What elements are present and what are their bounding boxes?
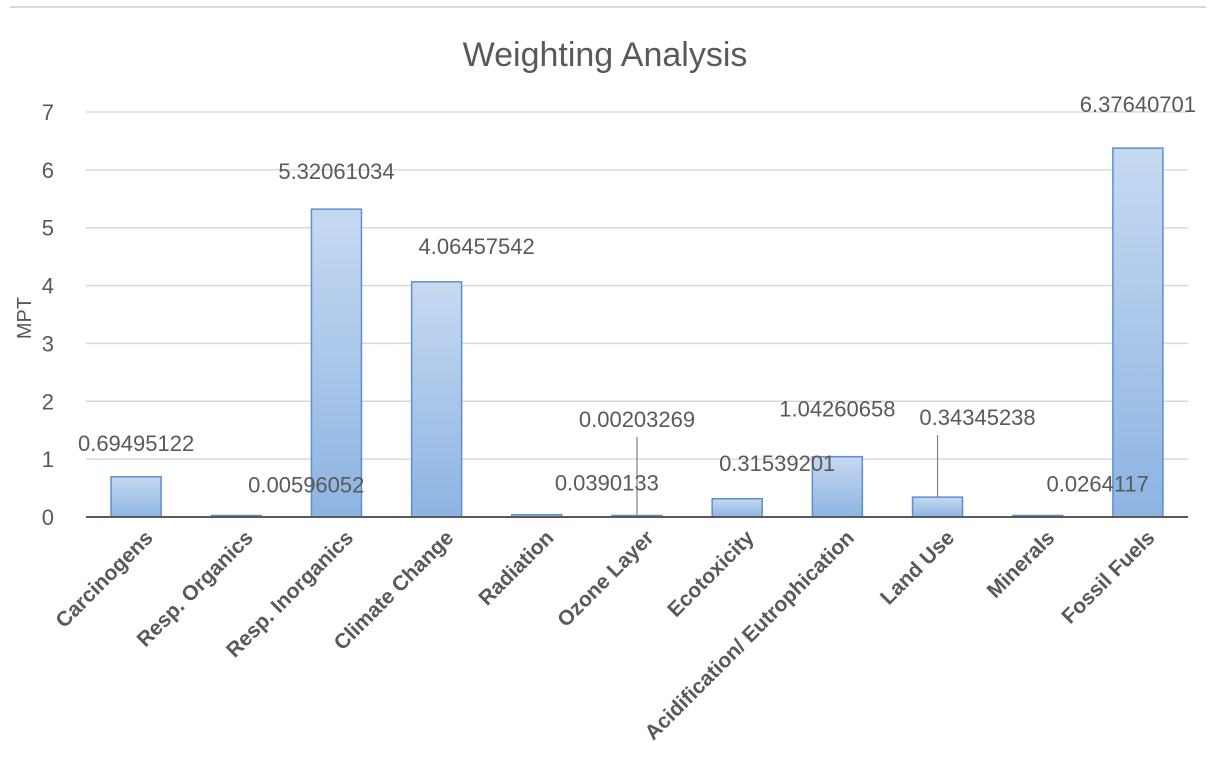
y-tick-label: 4 bbox=[42, 274, 54, 299]
bar bbox=[811, 455, 864, 518]
y-tick-label: 5 bbox=[42, 216, 54, 241]
category-label: Radiation bbox=[474, 526, 558, 610]
y-tick-label: 6 bbox=[42, 158, 54, 183]
y-tick-label: 3 bbox=[42, 331, 54, 356]
category-label: Land Use bbox=[876, 526, 959, 609]
y-tick-label: 2 bbox=[42, 389, 54, 414]
bars bbox=[110, 147, 1164, 518]
leader-lines bbox=[636, 435, 939, 516]
category-label: Ecotoxicity bbox=[663, 526, 759, 622]
category-label: Minerals bbox=[983, 526, 1060, 603]
bar bbox=[711, 498, 763, 518]
bar bbox=[1112, 147, 1164, 518]
category-label: Carcinogens bbox=[51, 526, 157, 632]
y-axis-label: MPT bbox=[14, 297, 36, 339]
data-label: 5.32061034 bbox=[278, 159, 394, 184]
y-tick-label: 0 bbox=[42, 505, 54, 530]
data-label: 4.06457542 bbox=[419, 234, 535, 259]
y-tick-label: 1 bbox=[42, 447, 54, 472]
bar bbox=[911, 496, 964, 518]
data-label: 0.31539201 bbox=[719, 451, 835, 476]
bar bbox=[410, 281, 463, 518]
data-label: 1.04260658 bbox=[779, 397, 895, 422]
y-tick-label: 7 bbox=[42, 100, 54, 125]
data-label: 0.00596052 bbox=[248, 473, 364, 498]
data-label: 0.0390133 bbox=[555, 471, 659, 496]
category-label: Acidification/ Eutrophication bbox=[641, 526, 859, 744]
data-labels: 0.69495122 0.00596052 5.32061034 4.06457542… bbox=[78, 92, 1196, 498]
top-rule bbox=[10, 6, 1206, 8]
data-label: 6.37640701 bbox=[1080, 92, 1196, 117]
category-label: Fossil Fuels bbox=[1057, 526, 1159, 628]
bar bbox=[110, 476, 162, 518]
data-label: 0.0264117 bbox=[1047, 471, 1149, 496]
data-label: 0.69495122 bbox=[78, 431, 194, 456]
chart-title: Weighting Analysis bbox=[463, 36, 748, 74]
gridlines bbox=[86, 111, 1188, 460]
bar bbox=[310, 208, 363, 518]
data-label: 0.34345238 bbox=[919, 405, 1035, 430]
y-tick-labels: 0 1 2 3 4 5 6 7 bbox=[42, 100, 54, 530]
data-label: 0.00203269 bbox=[579, 407, 695, 432]
category-label: Ozone Layer bbox=[553, 526, 658, 631]
